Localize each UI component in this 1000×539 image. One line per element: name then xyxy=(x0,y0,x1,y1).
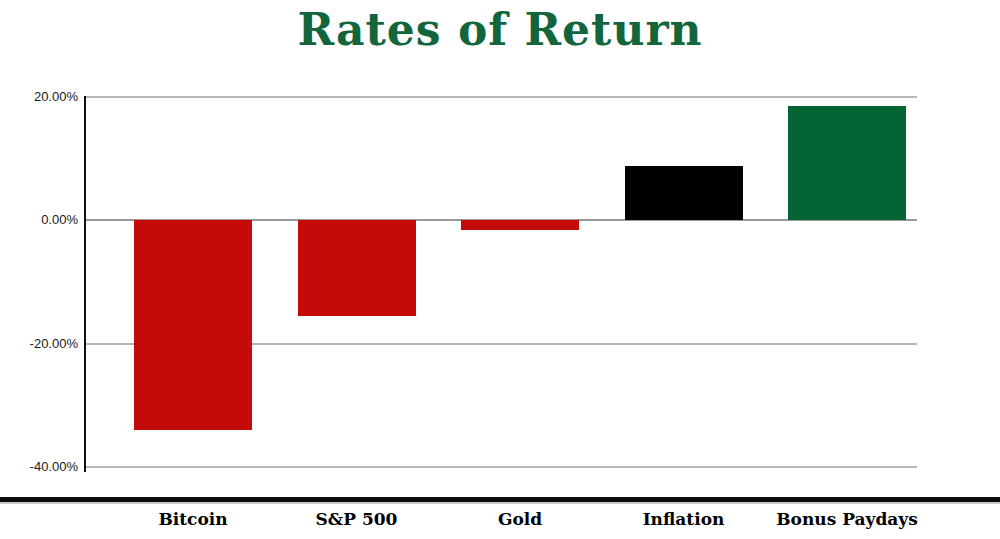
x-label-bitcoin: Bitcoin xyxy=(158,509,227,529)
y-tick-label: -40.00% xyxy=(0,459,78,475)
footer-divider xyxy=(0,497,1000,504)
chart-title: Rates of Return xyxy=(0,4,1000,55)
gridline--40.00 xyxy=(86,466,917,468)
chart-canvas: Rates of Return 20.00% 0.00% -20.00% -40.00… xyxy=(0,0,1000,539)
bar-s-p-500 xyxy=(298,220,416,316)
x-label-gold: Gold xyxy=(498,509,542,529)
y-tick-label: -20.00% xyxy=(0,336,78,352)
y-tick-label: 20.00% xyxy=(0,89,78,105)
bar-inflation xyxy=(625,166,743,220)
bar-bonus-paydays xyxy=(788,106,906,220)
x-label-bonus-paydays: Bonus Paydays xyxy=(776,509,918,529)
x-label-inflation: Inflation xyxy=(643,509,725,529)
gridline-20.00 xyxy=(86,96,917,98)
bar-gold xyxy=(461,220,579,229)
x-label-s-p-500: S&P 500 xyxy=(316,509,398,529)
bar-bitcoin xyxy=(134,220,252,430)
y-tick-label: 0.00% xyxy=(0,212,78,228)
y-axis-line xyxy=(84,96,86,472)
